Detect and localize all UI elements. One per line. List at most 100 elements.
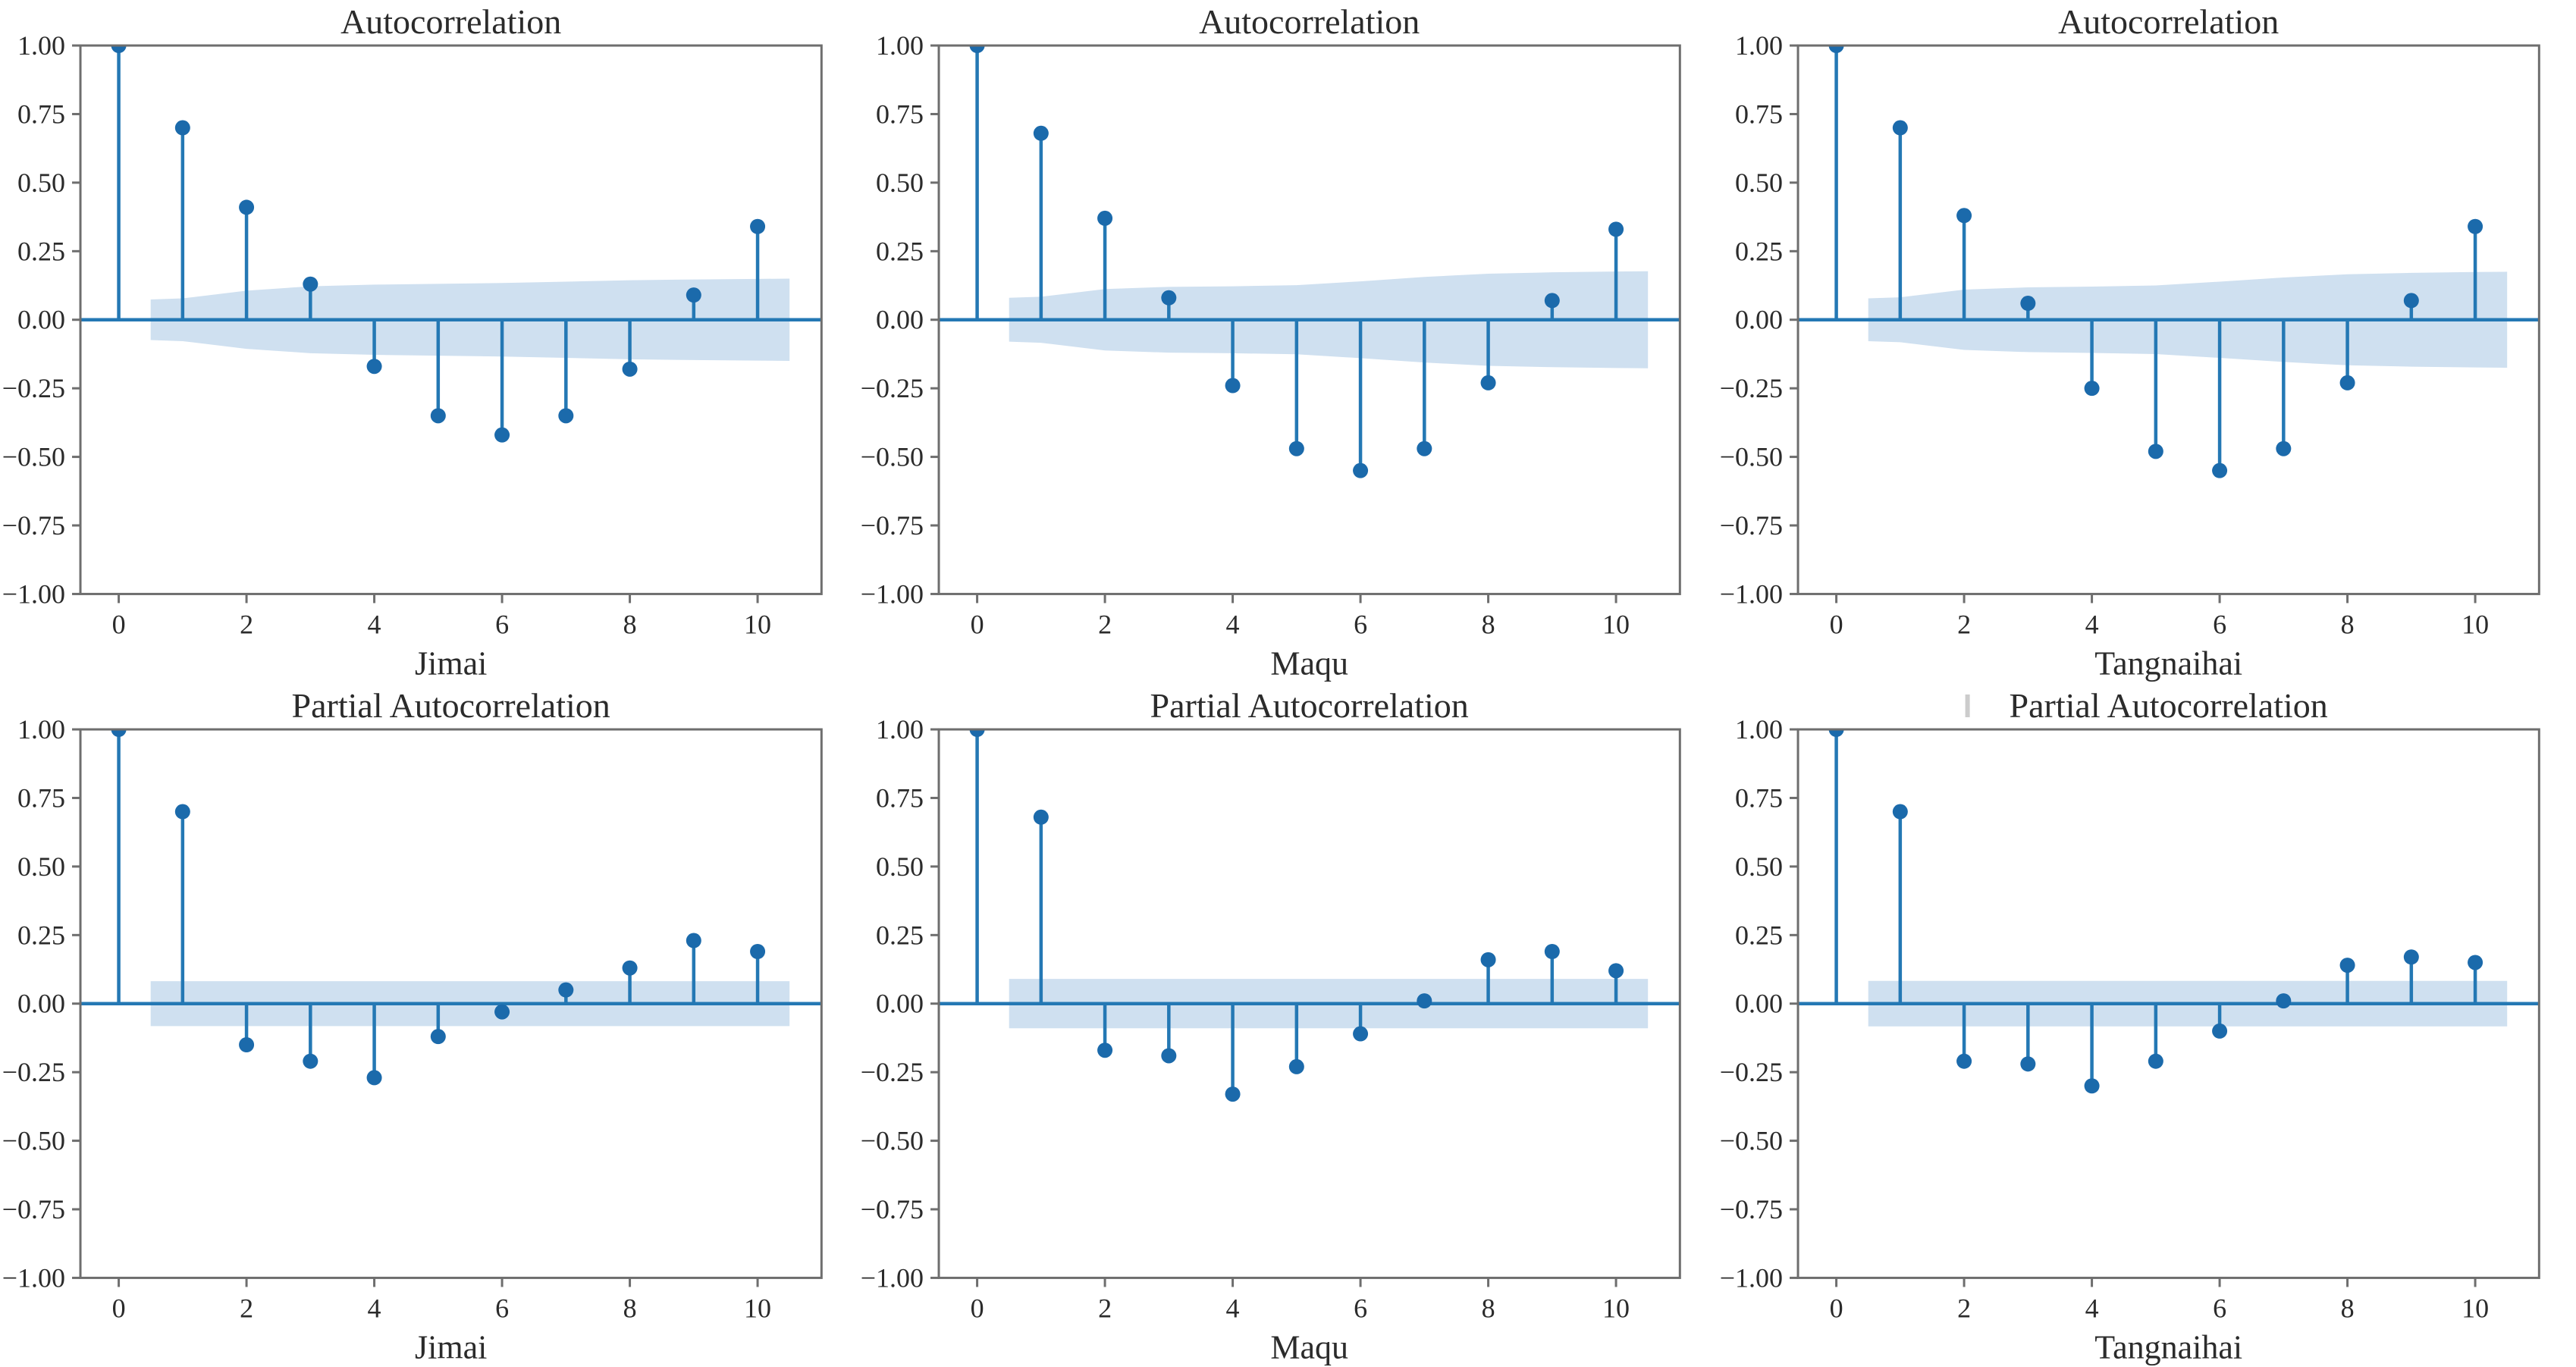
x-tick-label: 4: [1226, 1293, 1240, 1323]
y-tick-label: −0.25: [2, 1057, 65, 1087]
axes-spines: [1796, 44, 2540, 595]
y-tick-label: 0.25: [876, 920, 924, 950]
stem-marker: [1225, 378, 1241, 393]
stem-marker: [1417, 992, 1432, 1008]
chart-pacf-maqu-canvas: Partial Autocorrelation 1.00 0.75 0.50 0.25 0…: [861, 686, 1682, 1365]
y-tick-label: −0.25: [2, 373, 65, 403]
stem-marker: [1892, 804, 1908, 820]
chart-acf-maqu: Autocorrelation 1.00 0.75 0.50 0.25 0.00 −0.25…: [858, 0, 1717, 684]
stem-marker: [558, 408, 574, 424]
stem-marker: [2211, 462, 2227, 478]
x-tick-label: 4: [2085, 609, 2098, 639]
stem-marker: [2019, 296, 2035, 312]
y-tick-label: 0.50: [1735, 168, 1783, 198]
y-tick-label: 1.00: [1735, 714, 1783, 745]
x-tick-label: 0: [971, 1293, 984, 1323]
chart-title: Autocorrelation: [2058, 2, 2279, 41]
y-tick-label: −0.50: [1719, 1125, 1782, 1155]
stem-marker: [239, 199, 255, 215]
x-tick-label: 4: [1226, 609, 1240, 639]
x-tick-label: 6: [495, 609, 509, 639]
y-tick-label: 0.25: [17, 236, 65, 266]
stem-marker: [366, 1069, 382, 1085]
stem-marker: [969, 45, 985, 54]
x-tick-label: 4: [2085, 1293, 2098, 1323]
x-axis-label: Tangnaihai: [2094, 644, 2242, 682]
stem-marker: [174, 120, 190, 136]
y-tick-label: 0.50: [876, 851, 924, 881]
x-tick-label: 10: [744, 1293, 771, 1323]
y-tick-label: −1.00: [1719, 1262, 1782, 1293]
stem-marker: [2275, 441, 2291, 456]
stem-marker: [111, 45, 127, 54]
chart-acf-jimai: Autocorrelation 1.00 0.75 0.50 0.25 0.00 −0.25…: [0, 0, 858, 684]
x-tick-label: 2: [1098, 609, 1112, 639]
stem-marker: [494, 1004, 510, 1020]
chart-pacf-tangnaihai: Partial Autocorrelation 1.00 0.75 0.50 0.25 0…: [1718, 684, 2576, 1367]
stem-marker: [1417, 441, 1432, 456]
stem-marker: [622, 361, 638, 377]
stem-marker: [2019, 1055, 2035, 1071]
stem-marker: [2148, 444, 2163, 459]
stem-marker: [750, 218, 766, 234]
x-tick-label: 4: [368, 1293, 381, 1323]
y-tick-label: 0.75: [17, 99, 65, 129]
y-tick-label: −0.50: [861, 442, 924, 472]
chart-pacf-tangnaihai-canvas: Partial Autocorrelation 1.00 0.75 0.50 0.25 0…: [1719, 686, 2540, 1365]
stem-marker: [1097, 1042, 1113, 1058]
stem-marker: [750, 943, 766, 959]
stem-marker: [969, 729, 985, 737]
x-tick-label: 10: [1602, 1293, 1630, 1323]
y-tick-label: −1.00: [2, 1262, 65, 1293]
y-tick-label: 0.75: [876, 782, 924, 813]
stem-marker: [430, 408, 446, 424]
y-tick-label: −0.50: [2, 442, 65, 472]
stem-marker: [558, 982, 574, 998]
x-axis-label: Maqu: [1271, 644, 1349, 682]
stem-marker: [174, 804, 190, 820]
y-tick-label: 0.50: [17, 851, 65, 881]
x-tick-label: 8: [2340, 609, 2354, 639]
axes-spines: [937, 44, 1682, 595]
chart-title: Autocorrelation: [340, 2, 561, 41]
stem-marker: [2211, 1023, 2227, 1039]
y-tick-label: 0.00: [17, 988, 65, 1018]
chart-pacf-jimai: Partial Autocorrelation 1.00 0.75 0.50 0.25 0…: [0, 684, 858, 1367]
stem-marker: [1828, 45, 1844, 54]
y-tick-label: 0.00: [1735, 988, 1783, 1018]
y-tick-label: 0.75: [876, 99, 924, 129]
x-tick-label: 2: [1957, 609, 1971, 639]
stem-marker: [2275, 992, 2291, 1008]
x-axis-label: Maqu: [1271, 1328, 1349, 1365]
stem-marker: [1161, 290, 1177, 306]
plot-area: [80, 45, 822, 443]
y-tick-label: 0.25: [1735, 920, 1783, 950]
chart-title: Partial Autocorrelation: [1150, 686, 1469, 725]
stem-marker: [1956, 208, 1972, 224]
x-tick-label: 0: [971, 609, 984, 639]
x-tick-label: 6: [2213, 609, 2226, 639]
y-tick-label: −0.75: [2, 1194, 65, 1224]
stem-marker: [1289, 441, 1305, 456]
y-tick-label: −0.25: [1719, 373, 1782, 403]
title-artifact: [1965, 694, 1970, 717]
y-tick-label: −1.00: [861, 578, 924, 609]
x-tick-label: 6: [1354, 609, 1367, 639]
plot-area: [1797, 45, 2539, 478]
y-tick-label: 0.50: [1735, 851, 1783, 881]
y-tick-label: −0.75: [861, 510, 924, 541]
y-tick-label: 1.00: [876, 30, 924, 61]
y-tick-label: 1.00: [876, 714, 924, 745]
stem-marker: [430, 1028, 446, 1044]
y-tick-label: −1.00: [1719, 578, 1782, 609]
x-tick-label: 2: [240, 1293, 253, 1323]
y-tick-label: −0.50: [2, 1125, 65, 1155]
plot-area: [939, 729, 1680, 1102]
x-tick-label: 0: [112, 1293, 126, 1323]
y-tick-label: 0.25: [876, 236, 924, 266]
stem-marker: [1225, 1086, 1241, 1102]
y-tick-label: 1.00: [17, 714, 65, 745]
axes-spines: [1796, 728, 2540, 1279]
stem-marker: [686, 933, 701, 948]
stem-marker: [1034, 125, 1050, 141]
